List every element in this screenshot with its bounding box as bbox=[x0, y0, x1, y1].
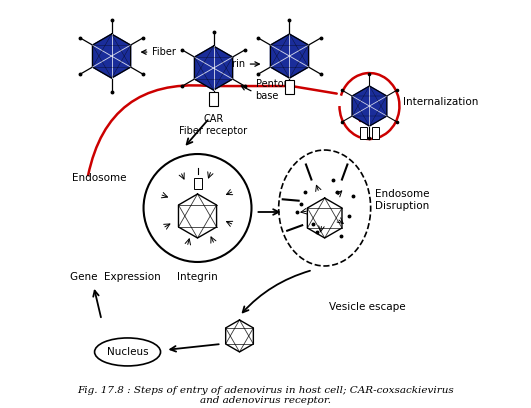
Ellipse shape bbox=[279, 150, 371, 266]
Text: Integrin: Integrin bbox=[177, 272, 218, 282]
Polygon shape bbox=[194, 46, 233, 90]
Text: Nucleus: Nucleus bbox=[107, 347, 148, 357]
Circle shape bbox=[143, 154, 252, 262]
Bar bbox=[372, 127, 379, 139]
Text: Internalization: Internalization bbox=[404, 97, 479, 107]
Text: Penton
base: Penton base bbox=[255, 79, 289, 101]
Text: Endosome
Disruption: Endosome Disruption bbox=[375, 189, 429, 211]
Polygon shape bbox=[92, 34, 131, 78]
Text: CAR
Fiber receptor: CAR Fiber receptor bbox=[179, 114, 247, 135]
Text: Endosome: Endosome bbox=[72, 173, 126, 183]
Bar bbox=[209, 92, 218, 106]
Text: Fig. 17.8 : Steps of entry of adenovirus in host cell; CAR-coxsackievirus
and ad: Fig. 17.8 : Steps of entry of adenovirus… bbox=[77, 386, 454, 405]
Polygon shape bbox=[352, 86, 387, 126]
Ellipse shape bbox=[95, 338, 160, 366]
Text: Integrin: Integrin bbox=[208, 59, 245, 69]
Text: Fiber: Fiber bbox=[151, 47, 175, 57]
Bar bbox=[285, 80, 294, 94]
Bar bbox=[193, 178, 202, 189]
Text: Vesicle escape: Vesicle escape bbox=[329, 302, 405, 312]
Bar bbox=[360, 127, 367, 139]
Text: Gene  Expression: Gene Expression bbox=[70, 272, 160, 282]
Polygon shape bbox=[270, 34, 309, 78]
